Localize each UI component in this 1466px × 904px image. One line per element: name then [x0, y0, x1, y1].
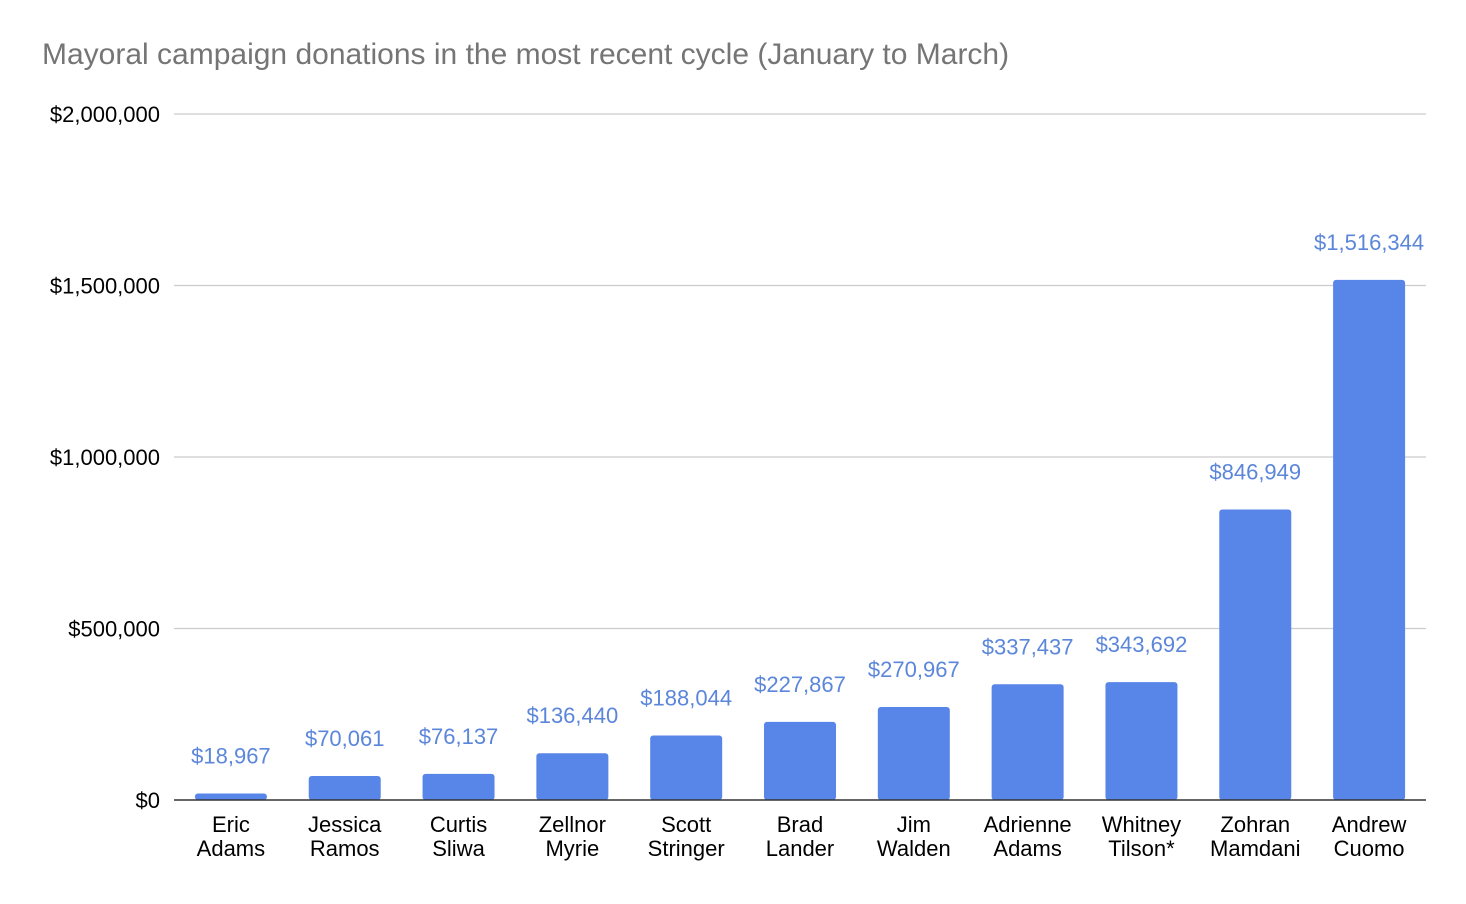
y-tick-label: $1,500,000	[50, 274, 160, 299]
bar	[1219, 509, 1292, 800]
x-tick-label-line: Whitney	[1102, 812, 1181, 837]
bar	[422, 773, 495, 800]
x-tick-label-line: Walden	[877, 836, 951, 861]
data-labels: $18,967 $70,061 $76,137 $136,440 $188,044 $22…	[191, 230, 1424, 769]
x-tick-label: Eric Adams	[197, 812, 265, 861]
x-tick-label-line: Mamdani	[1210, 836, 1300, 861]
x-tick-label: Curtis Sliwa	[430, 812, 487, 861]
x-tick-label-line: Jim	[897, 812, 931, 837]
data-label: $846,949	[1209, 459, 1301, 484]
x-tick-label-line: Scott	[661, 812, 711, 837]
x-tick-label-line: Zellnor	[539, 812, 606, 837]
data-label: $18,967	[191, 743, 271, 768]
x-tick-label-line: Ramos	[310, 836, 380, 861]
x-tick-label: Zellnor Myrie	[539, 812, 606, 861]
x-tick-label-line: Curtis	[430, 812, 487, 837]
x-tick-label-line: Tilson*	[1108, 836, 1175, 861]
y-tick-label: $500,000	[68, 617, 160, 642]
data-label: $70,061	[305, 726, 385, 751]
x-tick-label-line: Stringer	[648, 836, 725, 861]
x-tick-label-line: Brad	[777, 812, 823, 837]
y-tick-label: $2,000,000	[50, 102, 160, 127]
x-tick-label: Jessica Ramos	[308, 812, 382, 861]
x-tick-label-line: Eric	[212, 812, 250, 837]
data-label: $76,137	[419, 724, 499, 749]
bar	[764, 721, 836, 800]
x-tick-label: Adrienne Adams	[984, 812, 1072, 861]
x-tick-label-line: Adams	[197, 836, 265, 861]
y-tick-label: $0	[136, 788, 160, 813]
data-label: $270,967	[868, 657, 960, 682]
x-tick-label: Jim Walden	[877, 812, 951, 861]
bar	[308, 775, 381, 800]
x-tick-label: Andrew Cuomo	[1332, 812, 1407, 861]
data-label: $1,516,344	[1314, 230, 1424, 255]
x-tick-label-line: Adrienne	[984, 812, 1072, 837]
x-tick-label: Scott Stringer	[648, 812, 725, 861]
bar	[536, 753, 609, 800]
chart-title: Mayoral campaign donations in the most r…	[42, 38, 1009, 71]
data-label: $343,692	[1096, 632, 1188, 657]
bar	[877, 707, 950, 800]
bar	[1333, 279, 1406, 800]
bar	[1105, 682, 1178, 800]
y-axis-ticks: $0 $500,000 $1,000,000 $1,500,000 $2,000,000	[50, 102, 160, 813]
x-tick-label-line: Zohran	[1220, 812, 1290, 837]
x-tick-label: Zohran Mamdani	[1210, 812, 1300, 861]
x-tick-label: Brad Lander	[766, 812, 835, 861]
x-tick-label: Whitney Tilson*	[1102, 812, 1181, 861]
gridlines	[174, 113, 1426, 630]
x-tick-label-line: Myrie	[545, 836, 599, 861]
bars	[194, 279, 1406, 800]
bar	[650, 735, 723, 800]
bar	[194, 793, 267, 800]
x-tick-label-line: Sliwa	[432, 836, 485, 861]
data-label: $136,440	[526, 703, 618, 728]
x-tick-label-line: Adams	[993, 836, 1061, 861]
bar	[991, 684, 1064, 800]
data-label: $227,867	[754, 672, 846, 697]
data-label: $337,437	[982, 634, 1074, 659]
x-tick-label-line: Jessica	[308, 812, 382, 837]
x-tick-label-line: Andrew	[1332, 812, 1407, 837]
x-tick-label-line: Lander	[766, 836, 835, 861]
x-tick-label-line: Cuomo	[1334, 836, 1405, 861]
data-label: $188,044	[640, 686, 732, 711]
y-tick-label: $1,000,000	[50, 445, 160, 470]
